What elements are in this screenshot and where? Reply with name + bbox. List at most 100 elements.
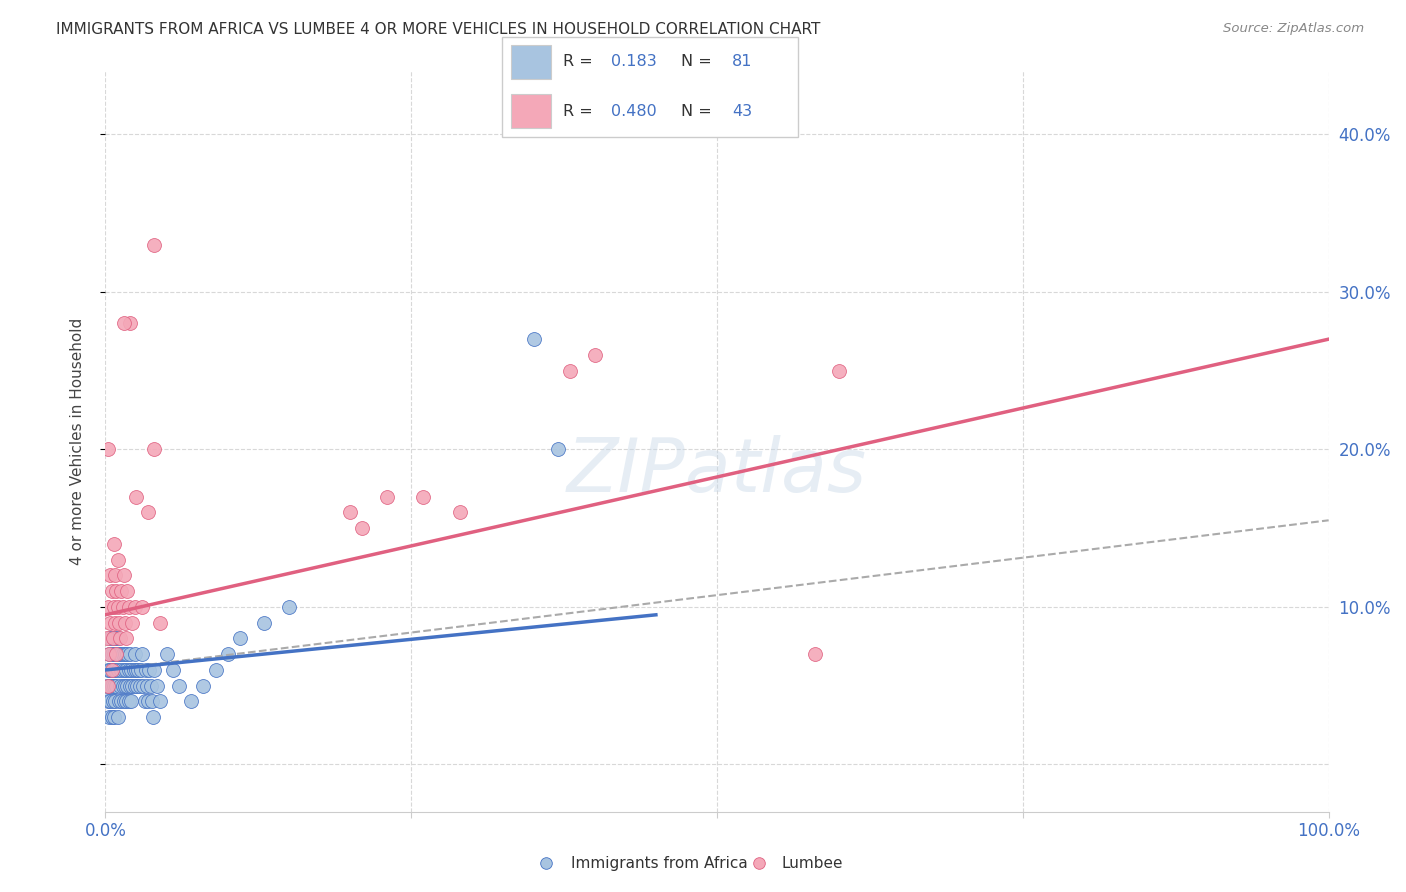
- Point: [534, 856, 557, 871]
- Point: [146, 679, 169, 693]
- Point: [352, 521, 374, 535]
- Point: [118, 599, 141, 614]
- Text: Immigrants from Africa: Immigrants from Africa: [571, 855, 748, 871]
- Text: N =: N =: [681, 54, 717, 70]
- Point: [143, 442, 166, 457]
- Point: [107, 663, 129, 677]
- Point: [112, 663, 135, 677]
- Y-axis label: 4 or more Vehicles in Household: 4 or more Vehicles in Household: [70, 318, 84, 566]
- Point: [108, 694, 131, 708]
- Point: [149, 694, 172, 708]
- Point: [136, 505, 159, 519]
- Point: [110, 584, 132, 599]
- Point: [98, 647, 121, 661]
- Point: [193, 679, 215, 693]
- Point: [131, 599, 153, 614]
- Point: [167, 679, 190, 693]
- Point: [105, 679, 128, 693]
- Point: [132, 679, 155, 693]
- Point: [111, 599, 134, 614]
- Point: [412, 490, 434, 504]
- Point: [108, 679, 131, 693]
- Text: Source: ZipAtlas.com: Source: ZipAtlas.com: [1223, 22, 1364, 36]
- Point: [117, 647, 139, 661]
- Point: [547, 442, 569, 457]
- Text: Lumbee: Lumbee: [782, 855, 844, 871]
- Point: [115, 694, 138, 708]
- Point: [100, 679, 122, 693]
- Point: [111, 679, 134, 693]
- Point: [103, 647, 125, 661]
- Point: [108, 632, 131, 646]
- Point: [96, 679, 118, 693]
- Point: [103, 710, 125, 724]
- Point: [103, 679, 125, 693]
- Point: [118, 679, 141, 693]
- Point: [134, 694, 156, 708]
- Text: ZIPatlas: ZIPatlas: [567, 435, 868, 508]
- Point: [118, 647, 141, 661]
- Point: [449, 505, 471, 519]
- Point: [107, 599, 129, 614]
- Point: [118, 694, 141, 708]
- Point: [115, 663, 138, 677]
- Point: [98, 694, 121, 708]
- Point: [339, 505, 361, 519]
- Point: [112, 317, 135, 331]
- Point: [104, 632, 127, 646]
- Point: [156, 647, 179, 661]
- Point: [121, 679, 143, 693]
- Point: [136, 679, 159, 693]
- Point: [122, 663, 145, 677]
- Point: [828, 364, 851, 378]
- Point: [114, 647, 136, 661]
- Point: [112, 568, 135, 582]
- Point: [115, 632, 138, 646]
- Point: [100, 663, 122, 677]
- Point: [105, 584, 128, 599]
- Point: [143, 663, 166, 677]
- Point: [375, 490, 398, 504]
- Point: [100, 584, 122, 599]
- Point: [583, 348, 606, 362]
- Point: [120, 694, 142, 708]
- Point: [127, 663, 149, 677]
- Text: 0.183: 0.183: [612, 54, 657, 70]
- FancyBboxPatch shape: [502, 37, 799, 137]
- Point: [124, 647, 146, 661]
- Point: [97, 442, 120, 457]
- Point: [804, 647, 827, 661]
- Point: [143, 237, 166, 252]
- Point: [98, 679, 121, 693]
- Point: [108, 647, 131, 661]
- Point: [127, 679, 149, 693]
- Point: [124, 599, 146, 614]
- Point: [217, 647, 239, 661]
- Point: [108, 647, 131, 661]
- Point: [162, 663, 184, 677]
- Point: [98, 632, 121, 646]
- Point: [121, 615, 143, 630]
- Bar: [512, 95, 551, 128]
- Point: [98, 568, 121, 582]
- Point: [128, 679, 150, 693]
- Text: 43: 43: [733, 103, 752, 119]
- Point: [110, 694, 132, 708]
- Point: [107, 552, 129, 566]
- Point: [139, 679, 162, 693]
- Point: [180, 694, 202, 708]
- Text: IMMIGRANTS FROM AFRICA VS LUMBEE 4 OR MORE VEHICLES IN HOUSEHOLD CORRELATION CHA: IMMIGRANTS FROM AFRICA VS LUMBEE 4 OR MO…: [56, 22, 821, 37]
- Point: [135, 663, 157, 677]
- Point: [138, 663, 160, 677]
- Point: [97, 694, 120, 708]
- Point: [104, 615, 127, 630]
- Point: [229, 632, 252, 646]
- Point: [204, 663, 226, 677]
- Point: [125, 490, 148, 504]
- Point: [108, 615, 131, 630]
- Point: [117, 679, 139, 693]
- Point: [97, 679, 120, 693]
- Point: [104, 568, 127, 582]
- Point: [114, 679, 136, 693]
- Point: [748, 856, 770, 871]
